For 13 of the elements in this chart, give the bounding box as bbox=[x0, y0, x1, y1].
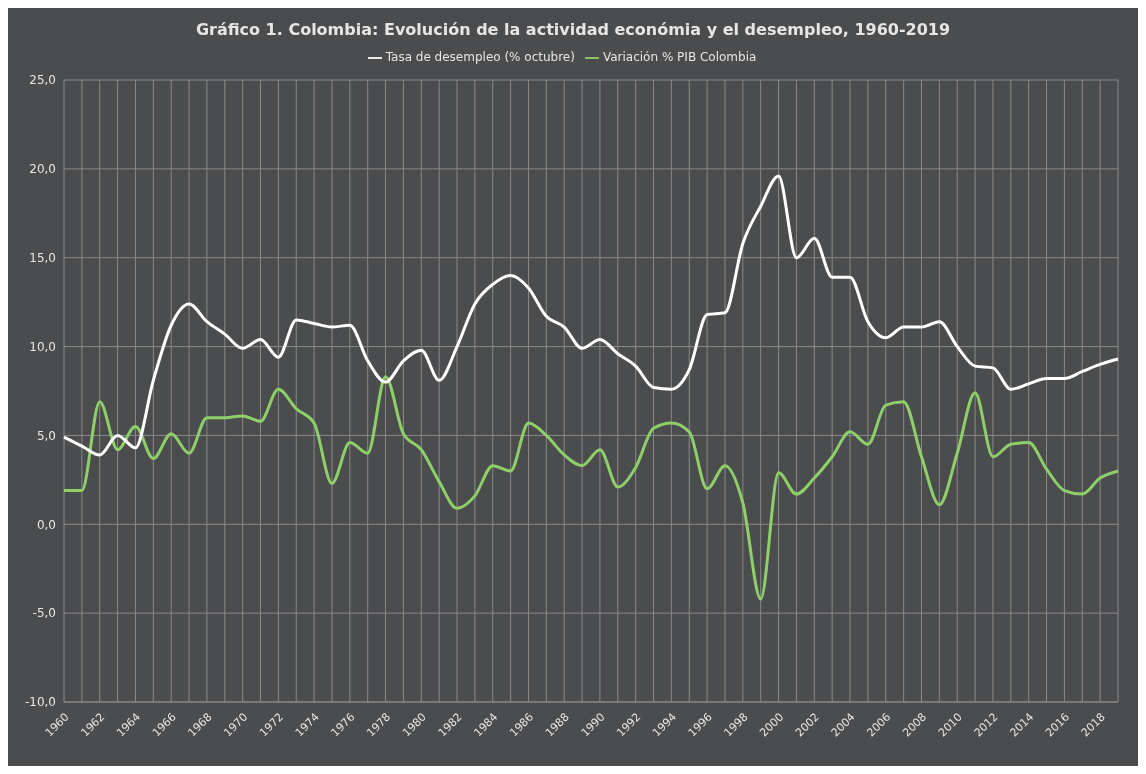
line-series bbox=[62, 375, 1120, 601]
y-tick-label: 20,0 bbox=[29, 162, 56, 177]
y-tick-label: -5,0 bbox=[32, 606, 56, 621]
y-tick-label: 0,0 bbox=[36, 517, 56, 532]
legend-label: Variación % PIB Colombia bbox=[602, 50, 757, 64]
chart-title: Gráfico 1. Colombia: Evolución de la actividad económia y el desempleo, 1960-2019 bbox=[194, 19, 952, 41]
y-tick-label: -10,0 bbox=[24, 695, 56, 710]
y-tick-label: 10,0 bbox=[29, 339, 56, 354]
y-tick-label: 5,0 bbox=[36, 428, 56, 443]
line-series bbox=[62, 174, 1120, 457]
legend-label: Tasa de desempleo (% octubre) bbox=[385, 50, 575, 64]
y-tick-label: 25,0 bbox=[29, 73, 56, 88]
y-tick-label: 15,0 bbox=[29, 250, 56, 265]
